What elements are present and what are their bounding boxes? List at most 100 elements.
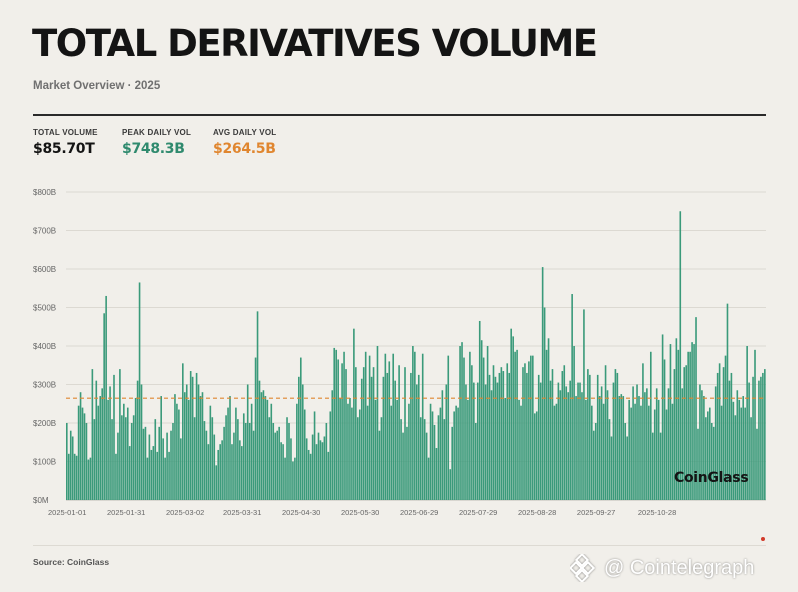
volume-bar bbox=[99, 396, 102, 500]
volume-bar bbox=[699, 384, 701, 500]
volume-bar bbox=[703, 396, 705, 500]
volume-bar bbox=[764, 369, 766, 500]
volume-bar bbox=[380, 417, 383, 500]
volume-bar bbox=[707, 411, 709, 500]
volume-bar bbox=[123, 403, 125, 500]
volume-bar bbox=[520, 405, 522, 500]
volume-bar bbox=[661, 334, 664, 500]
volume-bar bbox=[677, 349, 680, 500]
y-tick-label: $500B bbox=[33, 304, 56, 313]
volume-bar bbox=[657, 399, 660, 500]
volume-bar bbox=[738, 399, 741, 500]
volume-bar bbox=[349, 397, 351, 500]
volume-bar bbox=[242, 413, 245, 501]
volume-bar bbox=[496, 382, 499, 500]
volume-bar bbox=[362, 367, 365, 500]
volume-bar bbox=[394, 380, 396, 500]
volume-bar bbox=[480, 340, 483, 500]
volume-bar bbox=[343, 351, 345, 500]
volume-bar bbox=[537, 374, 540, 501]
volume-bar bbox=[109, 386, 111, 500]
volume-bar bbox=[280, 442, 282, 500]
volume-bar bbox=[292, 461, 294, 500]
volume-bar bbox=[530, 355, 532, 501]
volume-bar bbox=[150, 449, 153, 500]
volume-bar bbox=[335, 349, 337, 500]
volume-bar bbox=[575, 396, 577, 500]
volume-bar bbox=[732, 401, 735, 500]
volume-bar bbox=[740, 407, 743, 500]
volume-bar bbox=[115, 453, 117, 500]
volume-bar bbox=[69, 430, 72, 500]
volume-bar bbox=[471, 365, 473, 500]
volume-bar bbox=[103, 313, 105, 500]
volume-bar bbox=[508, 372, 511, 500]
volume-bar bbox=[626, 436, 628, 500]
volume-bar bbox=[154, 419, 157, 500]
volume-bar bbox=[760, 376, 762, 500]
volume-bar bbox=[718, 363, 721, 500]
volume-bar bbox=[630, 407, 632, 500]
volume-bar bbox=[710, 423, 713, 500]
volume-bar bbox=[559, 390, 562, 500]
volume-bar bbox=[158, 426, 161, 500]
red-dot bbox=[761, 537, 765, 541]
volume-bar bbox=[298, 376, 300, 500]
volume-bar bbox=[490, 390, 493, 500]
volume-bar bbox=[736, 390, 739, 500]
volume-bar bbox=[225, 415, 227, 500]
volume-bar bbox=[191, 376, 194, 500]
x-tick-label: 2025-09-27 bbox=[577, 508, 615, 517]
volume-bar bbox=[323, 436, 326, 500]
volume-bar bbox=[128, 446, 131, 500]
volume-bar bbox=[372, 367, 375, 500]
volume-bar bbox=[577, 382, 579, 500]
volume-bar bbox=[357, 417, 359, 500]
volume-bar bbox=[321, 442, 324, 500]
volume-bar bbox=[237, 419, 239, 500]
volume-bar bbox=[587, 369, 589, 500]
header-divider bbox=[33, 114, 766, 116]
volume-bar bbox=[197, 384, 200, 500]
volume-bar bbox=[689, 351, 691, 500]
volume-bar bbox=[217, 449, 220, 500]
volume-bar bbox=[667, 388, 670, 500]
volume-bar bbox=[734, 415, 737, 500]
volume-bar bbox=[262, 390, 265, 500]
volume-bar bbox=[364, 351, 367, 500]
volume-bar bbox=[685, 365, 687, 500]
volume-bar bbox=[213, 434, 216, 500]
volume-bar bbox=[474, 423, 477, 500]
volume-bar bbox=[712, 426, 715, 500]
volume-bar bbox=[378, 430, 381, 500]
volume-bar bbox=[75, 455, 78, 500]
volume-bar bbox=[189, 371, 192, 500]
x-tick-label: 2025-10-28 bbox=[638, 508, 676, 517]
volume-bar bbox=[632, 386, 634, 500]
volume-bar bbox=[494, 376, 497, 500]
volume-bar bbox=[174, 394, 176, 501]
volume-bar bbox=[239, 440, 241, 500]
volume-bar bbox=[126, 407, 129, 500]
volume-bar bbox=[524, 363, 526, 500]
volume-bar bbox=[119, 369, 121, 500]
volume-bar bbox=[246, 384, 249, 500]
volume-bar bbox=[276, 430, 278, 500]
volume-bar bbox=[614, 369, 617, 500]
volume-bar bbox=[402, 432, 404, 501]
volume-bar bbox=[209, 405, 212, 500]
volume-bar bbox=[752, 376, 754, 500]
volume-bar bbox=[716, 372, 719, 500]
volume-bar bbox=[463, 357, 465, 500]
volume-bar bbox=[117, 432, 119, 501]
volume-bar bbox=[746, 346, 748, 500]
volume-bar bbox=[649, 351, 652, 500]
volume-bar bbox=[681, 388, 684, 500]
volume-bar bbox=[634, 403, 636, 500]
volume-bar bbox=[146, 457, 149, 500]
x-tick-label: 2025-03-02 bbox=[166, 508, 204, 517]
volume-bar bbox=[476, 382, 479, 500]
volume-bar bbox=[724, 355, 727, 501]
x-tick-label: 2025-08-28 bbox=[518, 508, 556, 517]
volume-bar bbox=[87, 459, 90, 500]
